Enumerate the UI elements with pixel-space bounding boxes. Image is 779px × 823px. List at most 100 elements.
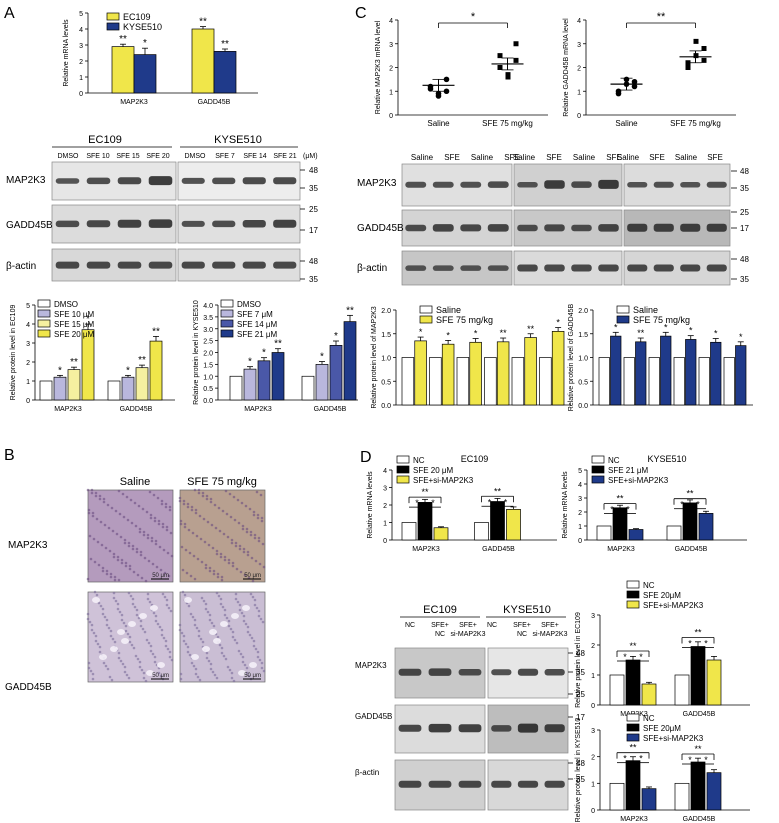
b-ihc-cell (209, 497, 213, 501)
d-ec-prot-xlabel: GADD45B (683, 711, 716, 718)
c-blot-gadd45b-3-band (706, 223, 727, 232)
b-ihc-cell (148, 600, 152, 604)
a-ec-legend-label: DMSO (54, 300, 78, 309)
d-marker-label: 48 (576, 759, 585, 768)
c-chart-map2k3-bar-saline (456, 357, 470, 406)
d-ky-prot-ytick-label: 2 (591, 755, 595, 762)
b-ihc-cell (195, 534, 199, 538)
c-scatter-gadd45b-ytick-label: 0 (577, 113, 581, 120)
b-ihc-cell (191, 531, 195, 535)
d-blot-actin-ec-band (398, 780, 422, 788)
c-blot-actin-2-band (598, 264, 619, 272)
b-ihc-cell (217, 506, 221, 510)
d-ky-prot-legend-label: NC (643, 714, 655, 723)
c-marker-label: 25 (740, 208, 749, 217)
b-ihc-cell (228, 492, 232, 496)
c-lane-label: SFE (707, 153, 723, 162)
b-ihc-cell (224, 657, 228, 661)
a-ky-legend-swatch (220, 319, 234, 328)
b-ihc-cell (156, 496, 160, 500)
b-ihc-cell (135, 608, 139, 612)
b-ihc-cell (93, 560, 97, 564)
b-ihc-cell (204, 602, 208, 606)
d-ky-mrna-sig: ** (686, 489, 694, 499)
d-ec-mrna-sig: * (431, 498, 435, 508)
b-ihc-cell (130, 521, 134, 525)
b-ihc-cell (108, 675, 112, 679)
a-mrna-chart-sig: * (143, 38, 147, 49)
b-ihc-cell (231, 564, 235, 568)
b-ihc-cell (223, 558, 227, 562)
b-ihc-cell (167, 606, 171, 610)
b-ihc-cell (235, 567, 239, 571)
b-ihc-cell (254, 559, 258, 563)
b-ihc-cell (241, 527, 245, 531)
b-ihc-cell (116, 555, 120, 559)
b-ihc-cell (246, 630, 250, 634)
b-ihc-cell (231, 630, 235, 634)
b-ihc-cell (162, 548, 166, 552)
a-mrna-chart-bar (213, 51, 237, 94)
c-scatter-map2k3-ylabel: Relative MAP2K3 mRNA level (375, 20, 382, 114)
a-ky-chart-ytick-label: 0.0 (203, 398, 213, 405)
c-chart-gadd45b-bar-sfe (660, 335, 672, 406)
b-ihc-cell (161, 525, 165, 529)
a-blot-map2k3-ec-band (148, 176, 173, 186)
d-ky-mrna-ytick-label: 4 (578, 482, 582, 489)
c-scatter-gadd45b-point-sfe (685, 65, 691, 70)
b-ihc-cell (205, 497, 209, 501)
d-blot-gadd45b-ky-band (491, 725, 512, 732)
a-protein-label: MAP2K3 (6, 175, 46, 186)
d-blot-gadd45b-ec-band (458, 724, 482, 733)
a-blot-actin-ky-band (242, 261, 266, 269)
c-chart-map2k3-ytick-label: 0.5 (381, 379, 391, 386)
b-ihc-lumen (92, 597, 100, 603)
b-ihc-cell (145, 638, 149, 642)
b-ihc-cell (194, 672, 198, 676)
b-ihc-cell (247, 674, 251, 678)
a-mrna-chart-bar (111, 46, 135, 94)
b-ihc-cell (122, 515, 126, 519)
b-ihc-cell (168, 508, 172, 512)
b-ihc-cell (207, 659, 211, 663)
b-ihc-cell (95, 593, 99, 597)
d-ky-prot-xlabel: GADD45B (683, 816, 716, 823)
b-ihc-cell (206, 610, 210, 614)
b-ihc-cell (134, 654, 138, 658)
b-ihc-cell (165, 603, 169, 607)
b-ihc-cell (238, 547, 242, 551)
b-row-map2k3: MAP2K3 (8, 540, 48, 551)
d-ec-prot-legend-label: NC (643, 581, 655, 590)
b-ihc-cell (131, 602, 135, 606)
d-blot-gadd45b-ec-band (398, 724, 422, 732)
d-ec-prot-sig: ** (694, 628, 702, 638)
b-ihc-cell (98, 650, 102, 654)
b-ihc-cell (215, 676, 219, 680)
b-ihc-cell (151, 562, 155, 566)
d-ky-prot-bar (690, 761, 706, 811)
b-ihc-cell (108, 549, 112, 553)
d-blot-actin-ec-band (428, 780, 452, 788)
b-ihc-lumen (209, 629, 217, 635)
d-blot-actin-ky-band (544, 780, 565, 788)
b-ihc-cell (194, 667, 198, 671)
d-ky-mrna-legend-swatch (591, 475, 605, 484)
d-ky-prot-sig: ** (694, 744, 702, 754)
b-ihc-cell (126, 632, 130, 636)
c-chart-map2k3-bar-sfe (524, 337, 537, 406)
b-ihc-cell (166, 647, 170, 651)
c-scatter-gadd45b-sig: ** (657, 11, 666, 23)
b-ihc-cell (236, 498, 240, 502)
b-ihc-cell (245, 530, 249, 534)
a-mrna-legend-label: EC109 (123, 12, 151, 22)
a-ec-chart-sig: ** (152, 326, 160, 337)
b-ihc-cell (110, 678, 114, 682)
b-ihc-cell (245, 527, 249, 531)
b-ihc-cell (91, 511, 95, 515)
b-ihc-cell (117, 656, 121, 660)
b-ihc-cell (212, 624, 216, 628)
a-ky-chart-bar (257, 360, 271, 401)
a-marker-label: 35 (309, 275, 318, 284)
b-ihc-cell (139, 624, 143, 628)
b-ihc-cell (146, 597, 150, 601)
